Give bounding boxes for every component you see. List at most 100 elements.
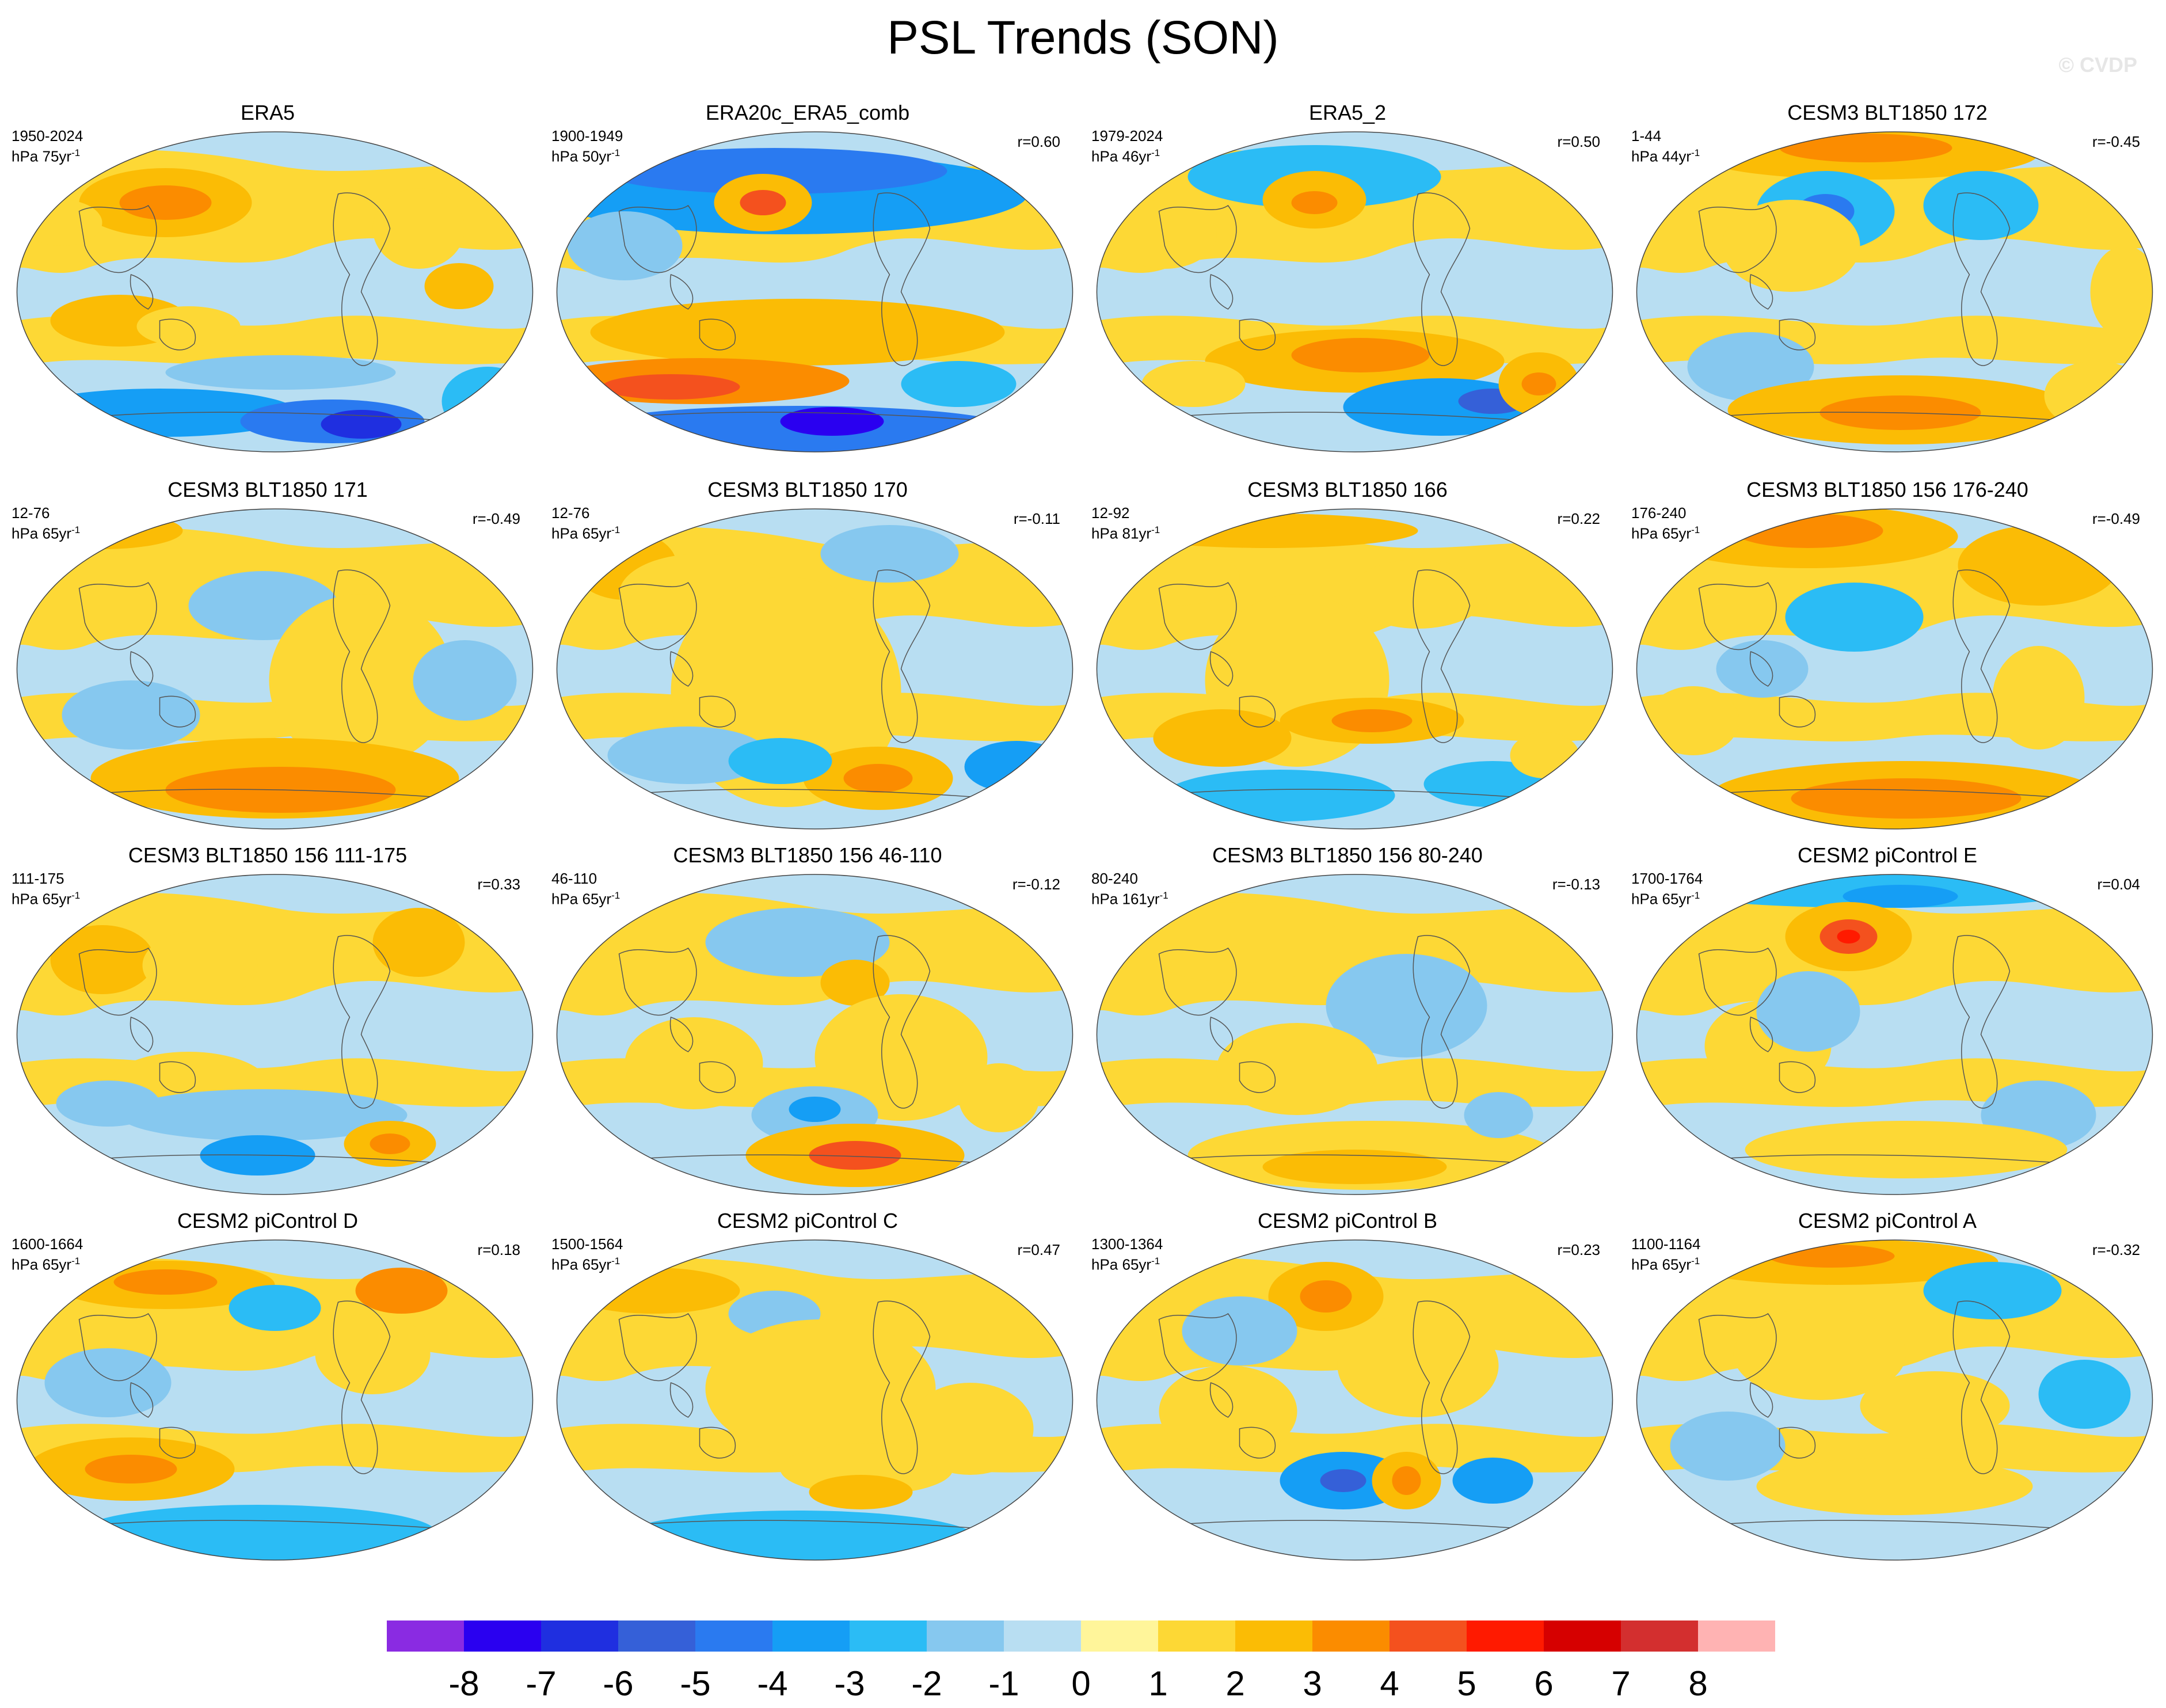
- trend-contour: [1510, 732, 1579, 778]
- trend-contour: [1452, 1458, 1533, 1504]
- trend-contour: [1326, 954, 1487, 1057]
- panel-title: CESM3 BLT1850 172: [1787, 101, 1988, 124]
- map-panel: CESM3 BLT1850 166 12-92 hPa 81yr-1 r=0.22: [1080, 478, 1615, 830]
- coastline: [73, 935, 488, 1167]
- coastline: [613, 935, 1028, 1167]
- trend-contour: [705, 1319, 936, 1458]
- panel-title: CESM3 BLT1850 156 111-175: [128, 843, 408, 867]
- map-border: [16, 131, 534, 452]
- trend-contour: [602, 374, 740, 400]
- trend-contour: [119, 185, 212, 220]
- colorbar-swatch: [464, 1620, 541, 1652]
- coastline: [1693, 935, 2108, 1167]
- colorbar-tick-label: 0: [1071, 1664, 1091, 1703]
- trend-contour: [142, 931, 258, 1000]
- pattern-correlation: r=0.33: [477, 876, 520, 893]
- trend-contour: [1331, 709, 1413, 732]
- map-panel: CESM3 BLT1850 156 111-175 111-175 hPa 65yr…: [0, 843, 535, 1195]
- map-border: [556, 874, 1074, 1195]
- units-label: hPa 65yr-1: [1091, 1256, 1160, 1273]
- colorbar-tick-label: 3: [1303, 1664, 1322, 1703]
- trend-contour: [607, 726, 769, 784]
- map-border: [16, 1239, 534, 1561]
- panel-title: CESM3 BLT1850 156 80-240: [1212, 843, 1483, 867]
- colorbar-tick-label: 7: [1611, 1664, 1631, 1703]
- psl-trend-map: [16, 508, 534, 830]
- trend-contour: [2090, 246, 2153, 338]
- map-border: [1096, 874, 1613, 1195]
- psl-trend-map: [556, 874, 1074, 1195]
- trend-contour: [1464, 1092, 1533, 1138]
- colorbar-swatch: [1312, 1620, 1390, 1652]
- panel-title: ERA5: [240, 101, 295, 124]
- coastline: [73, 1300, 488, 1533]
- coastline: [1153, 935, 1568, 1167]
- colorbar-tick-label: -1: [988, 1664, 1019, 1703]
- map-panel: CESM2 piControl A 1100-1164 hPa 65yr-1 r=-0…: [1620, 1209, 2155, 1561]
- map-panel: CESM2 piControl C 1500-1564 hPa 65yr-1 r=0.…: [540, 1209, 1075, 1561]
- colorbar-swatch: [1467, 1620, 1544, 1652]
- panel-title: CESM3 BLT1850 156 46-110: [673, 843, 942, 867]
- trend-contour: [2044, 361, 2148, 430]
- map-panel: CESM3 BLT1850 156 46-110 46-110 hPa 65yr-1…: [540, 843, 1075, 1195]
- panel-title: CESM3 BLT1850 156 176-240: [1746, 478, 2028, 501]
- trend-contour: [1647, 686, 1739, 755]
- map-border: [16, 508, 534, 830]
- positive-trend-region: [1636, 892, 2153, 1109]
- trend-contour: [1843, 885, 1958, 908]
- psl-trend-map: [1636, 131, 2153, 452]
- period-label: 176-240: [1631, 504, 1687, 522]
- map-border: [1636, 508, 2153, 830]
- pattern-correlation: r=0.23: [1557, 1241, 1600, 1258]
- map-border: [1636, 131, 2153, 452]
- coastline: [1693, 1300, 2108, 1533]
- trend-contour: [1136, 902, 1343, 983]
- trend-contour: [1722, 200, 1860, 292]
- trend-contour: [85, 1455, 177, 1483]
- trend-contour: [809, 1141, 901, 1170]
- trend-contour: [370, 1133, 410, 1154]
- trend-contour: [1337, 1314, 1499, 1417]
- units-label: hPa 65yr-1: [1631, 890, 1700, 908]
- trend-contour: [843, 764, 913, 793]
- period-label: 1600-1664: [12, 1235, 83, 1253]
- colorbar-swatch: [1621, 1620, 1698, 1652]
- trend-contour: [728, 738, 832, 784]
- trend-contour: [1291, 191, 1338, 214]
- map-panel: CESM2 piControl D 1600-1664 hPa 65yr-1 r=0.…: [0, 1209, 535, 1561]
- trend-contour: [413, 640, 517, 721]
- trend-contour: [602, 148, 947, 194]
- units-label: hPa 65yr-1: [551, 524, 621, 542]
- trend-contour: [21, 200, 102, 246]
- colorbar-swatch: [1158, 1620, 1235, 1652]
- pattern-correlation: r=0.60: [1017, 133, 1060, 150]
- positive-trend-region: [557, 892, 1073, 1109]
- trend-contour: [809, 1475, 913, 1509]
- trend-contour: [1923, 171, 2039, 240]
- map-border: [556, 131, 1074, 452]
- colorbar-swatch: [541, 1620, 618, 1652]
- map-panel: ERA5 1950-2024 hPa 75yr-1: [0, 101, 535, 452]
- psl-trend-map: [1096, 874, 1613, 1195]
- trend-contour: [21, 512, 183, 549]
- trend-contour: [315, 1314, 431, 1394]
- panel-title: CESM2 piControl B: [1257, 1209, 1438, 1233]
- trend-contour: [62, 680, 200, 750]
- colorbar-swatch: [1081, 1620, 1158, 1652]
- psl-trend-map: [1096, 1239, 1613, 1561]
- trend-contour: [1958, 525, 2119, 606]
- map-border: [556, 1239, 1074, 1561]
- trend-contour: [1791, 778, 2022, 819]
- map-panel: ERA20c_ERA5_comb 1900-1949 hPa 50yr-1 r=0.6…: [540, 101, 1075, 452]
- pattern-correlation: r=0.47: [1017, 1241, 1060, 1258]
- trend-contour: [820, 525, 959, 583]
- psl-trend-map: [16, 874, 534, 1195]
- trend-contour: [1164, 770, 1395, 821]
- trend-contour: [1262, 1150, 1447, 1184]
- trend-contour: [136, 306, 241, 347]
- trend-contour: [1779, 134, 1952, 162]
- positive-trend-region: [1097, 150, 1613, 367]
- colorbar-swatch: [1698, 1620, 1775, 1652]
- trend-contour: [50, 925, 154, 994]
- trend-contour: [113, 1269, 218, 1295]
